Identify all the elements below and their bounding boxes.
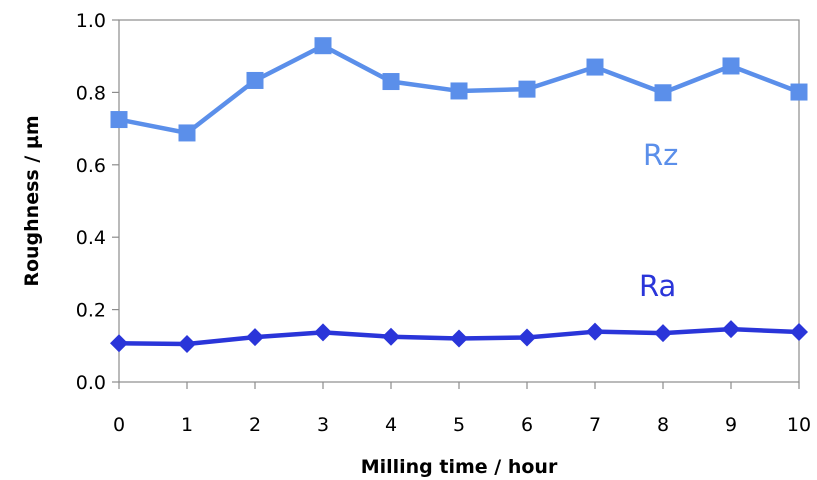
series-label-ra: Ra bbox=[639, 269, 676, 303]
data-point-rz bbox=[110, 111, 128, 129]
plot-area bbox=[118, 19, 800, 383]
data-point-ra bbox=[518, 328, 536, 347]
y-axis-title: Roughness / µm bbox=[21, 115, 43, 286]
data-point-ra bbox=[586, 322, 604, 341]
data-point-ra bbox=[654, 324, 672, 343]
y-tick-label: 1.0 bbox=[76, 10, 106, 32]
x-tick-label: 10 bbox=[787, 414, 811, 436]
x-tick-label: 6 bbox=[521, 414, 533, 436]
data-point-ra bbox=[110, 334, 128, 353]
x-axis-ticks: 0 1 2 3 4 5 6 7 8 9 10 bbox=[113, 382, 811, 436]
data-point-ra bbox=[790, 323, 808, 342]
series-label-rz: Rz bbox=[643, 138, 678, 172]
data-point-ra bbox=[178, 334, 196, 353]
data-point-ra bbox=[314, 323, 332, 342]
x-tick-label: 8 bbox=[657, 414, 669, 436]
data-point-rz bbox=[654, 84, 672, 102]
data-point-ra bbox=[450, 329, 468, 348]
data-point-rz bbox=[382, 73, 400, 91]
x-tick-label: 2 bbox=[249, 414, 261, 436]
y-tick-label: 0.6 bbox=[76, 155, 106, 177]
x-axis-title: Milling time / hour bbox=[361, 456, 558, 478]
x-tick-label: 0 bbox=[113, 414, 125, 436]
data-point-rz bbox=[518, 80, 536, 98]
y-tick-label: 0.0 bbox=[76, 372, 106, 394]
y-tick-label: 0.2 bbox=[76, 300, 106, 322]
x-tick-label: 1 bbox=[181, 414, 193, 436]
data-point-rz bbox=[178, 124, 196, 142]
data-point-rz bbox=[790, 83, 808, 101]
x-tick-label: 7 bbox=[589, 414, 601, 436]
data-point-ra bbox=[246, 328, 264, 347]
data-point-ra bbox=[722, 320, 740, 339]
x-tick-label: 9 bbox=[725, 414, 737, 436]
data-point-rz bbox=[586, 58, 604, 76]
series-layer bbox=[110, 37, 808, 353]
x-tick-label: 3 bbox=[317, 414, 329, 436]
data-point-rz bbox=[722, 57, 740, 75]
data-point-rz bbox=[314, 37, 332, 55]
data-point-ra bbox=[382, 327, 400, 346]
x-tick-label: 5 bbox=[453, 414, 465, 436]
x-tick-label: 4 bbox=[385, 414, 397, 436]
y-axis-ticks: 0.0 0.2 0.4 0.6 0.8 1.0 bbox=[76, 10, 119, 394]
data-point-rz bbox=[450, 82, 468, 100]
data-point-rz bbox=[246, 71, 264, 89]
y-tick-label: 0.4 bbox=[76, 227, 106, 249]
y-tick-label: 0.8 bbox=[76, 82, 106, 104]
